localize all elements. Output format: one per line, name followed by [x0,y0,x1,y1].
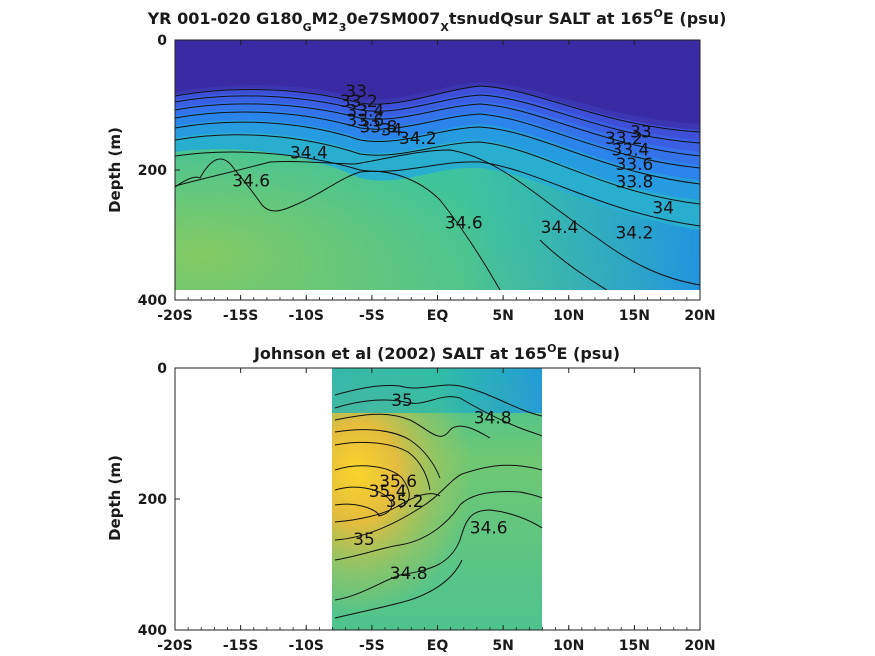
top-panel: YR 001-020 G180GM230e7SM007XtsnudQsur SA… [106,7,726,324]
top-contour-label: 34.4 [541,218,579,238]
bottom-x-tick-label: -10S [289,638,324,654]
top-contour-label: 33.6 [615,155,653,175]
bottom-x-tick-label: 20N [684,638,715,654]
bottom-contour-label: 34.8 [390,564,428,584]
top-contour-label: 33 [345,82,367,102]
top-contour-label: 34.4 [290,143,328,163]
top-field [175,40,700,290]
top-contour-label: 33.6 [346,111,384,131]
top-contour-label: 34 [652,199,674,219]
bottom-contour-label: 35.6 [379,472,417,492]
bottom-panel: Johnson et al (2002) SALT at 165OE (psu)… [106,342,716,654]
top-y-ticks: 0 200 400 [138,33,180,309]
top-contour-label: 34.2 [615,223,653,243]
top-contour-label: 33.4 [346,102,384,122]
bottom-y-tick-label: 0 [157,361,167,377]
bottom-x-tick-label: -20S [157,638,192,654]
top-contour-label: 33.8 [360,117,398,137]
top-y-tick-label: 0 [157,33,167,49]
top-x-ticks: -20S -15S -10S -5S EQ 5N 10N 15N 20N [157,40,716,324]
bottom-x-tick-label: -5S [359,638,385,654]
top-contour-label: 34 [381,121,403,141]
top-x-tick-label: 20N [684,308,715,324]
top-x-tick-label: 15N [619,308,650,324]
bottom-contour-label: 35 [353,530,375,550]
top-x-tick-label: 10N [553,308,584,324]
bottom-contour-label: 34.8 [474,409,512,429]
top-y-tick-label: 200 [138,163,167,179]
bottom-y-ticks: 0 200 400 [138,361,180,639]
bottom-y-axis-label: Depth (m) [106,455,124,541]
top-y-tick-label: 400 [138,293,167,309]
top-x-tick-label: 5N [492,308,513,324]
bottom-x-tick-label: 15N [619,638,650,654]
top-y-axis-label: Depth (m) [106,127,124,213]
top-x-tick-label: EQ [427,308,449,324]
top-x-tick-label: -20S [157,308,192,324]
bottom-x-tick-label: 10N [553,638,584,654]
bottom-x-tick-label: 5N [492,638,513,654]
top-contour-label: 34.6 [232,171,270,191]
bottom-contour-label: 35.4 [369,482,407,502]
top-x-tick-label: -5S [359,308,385,324]
top-contour-label: 33.2 [340,92,378,112]
bottom-x-tick-label: EQ [427,638,449,654]
top-contour-label: 33.2 [605,129,643,149]
top-x-tick-label: -15S [223,308,258,324]
top-contour-label: 34.6 [445,214,483,234]
top-contour-label: 33.4 [612,141,650,161]
top-title: YR 001-020 G180GM230e7SM007XtsnudQsur SA… [147,7,727,34]
bottom-title: Johnson et al (2002) SALT at 165OE (psu) [253,342,620,363]
bottom-contour-labels: 35 34.8 35.635.435.2 34.6 35 34.8 [353,391,511,584]
bottom-contour-label: 35 [391,391,413,411]
top-x-tick-label: -10S [289,308,324,324]
top-contour-label: 33 [630,123,652,143]
bottom-x-ticks: -20S -15S -10S -5S EQ 5N 10N 15N 20N [157,368,716,654]
bottom-x-tick-label: -15S [223,638,258,654]
bottom-contour-label: 34.6 [470,519,508,539]
top-contour-label: 33.8 [615,173,653,193]
bottom-y-tick-label: 200 [138,492,167,508]
bottom-y-tick-label: 400 [138,623,167,639]
top-contour-label: 34.2 [399,129,437,149]
bottom-field [332,368,542,630]
bottom-contour-label: 35.2 [386,492,424,512]
